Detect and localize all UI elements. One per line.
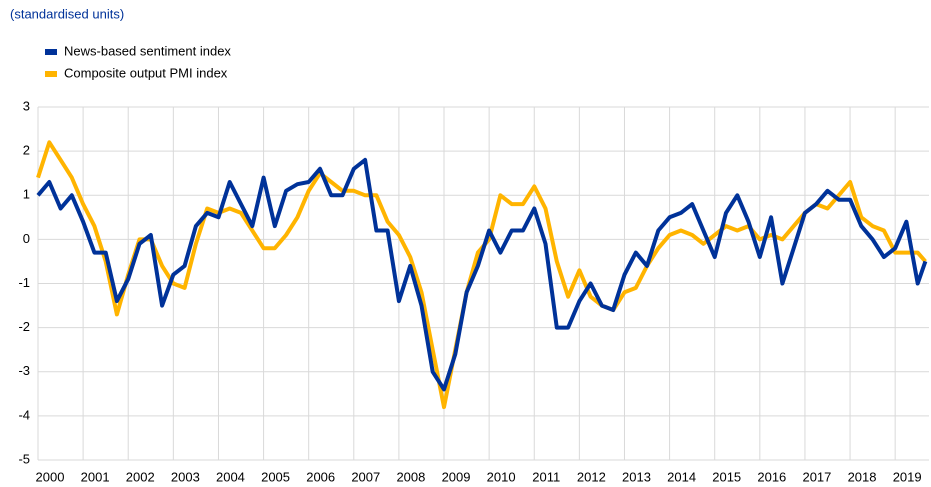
legend-label: Composite output PMI index [64,65,228,80]
legend-swatch [45,71,57,77]
x-tick-label: 2015 [712,469,741,484]
x-tick-label: 2008 [396,469,425,484]
y-tick-label: 1 [23,187,30,202]
y-tick-label: -5 [18,451,30,466]
x-tick-label: 2011 [532,469,560,484]
x-tick-label: 2006 [306,469,335,484]
legend-label: News-based sentiment index [64,43,231,58]
x-tick-label: 2003 [171,469,200,484]
x-tick-label: 2007 [351,469,380,484]
x-tick-label: 2019 [893,469,922,484]
x-tick-label: 2013 [622,469,651,484]
x-tick-label: 2018 [848,469,877,484]
x-tick-label: 2005 [261,469,290,484]
y-tick-label: 0 [23,231,30,246]
y-tick-label: 3 [23,98,30,113]
x-tick-label: 2004 [216,469,245,484]
y-tick-label: -3 [18,363,30,378]
x-tick-label: 2017 [802,469,831,484]
y-tick-label: -4 [18,407,30,422]
x-tick-label: 2016 [757,469,786,484]
legend-swatch [45,49,57,55]
x-tick-label: 2012 [577,469,606,484]
series-line [36,157,928,392]
x-tick-label: 2002 [126,469,155,484]
x-tick-label: 2009 [442,469,471,484]
y-tick-label: -2 [18,319,30,334]
x-tick-label: 2001 [81,469,110,484]
y-tick-label: -1 [18,275,30,290]
chart-subtitle: (standardised units) [10,6,124,21]
x-tick-label: 2014 [667,469,696,484]
x-tick-label: 2010 [487,469,516,484]
x-tick-label: 2000 [36,469,65,484]
y-tick-label: 2 [23,143,30,158]
series-line [36,140,927,410]
